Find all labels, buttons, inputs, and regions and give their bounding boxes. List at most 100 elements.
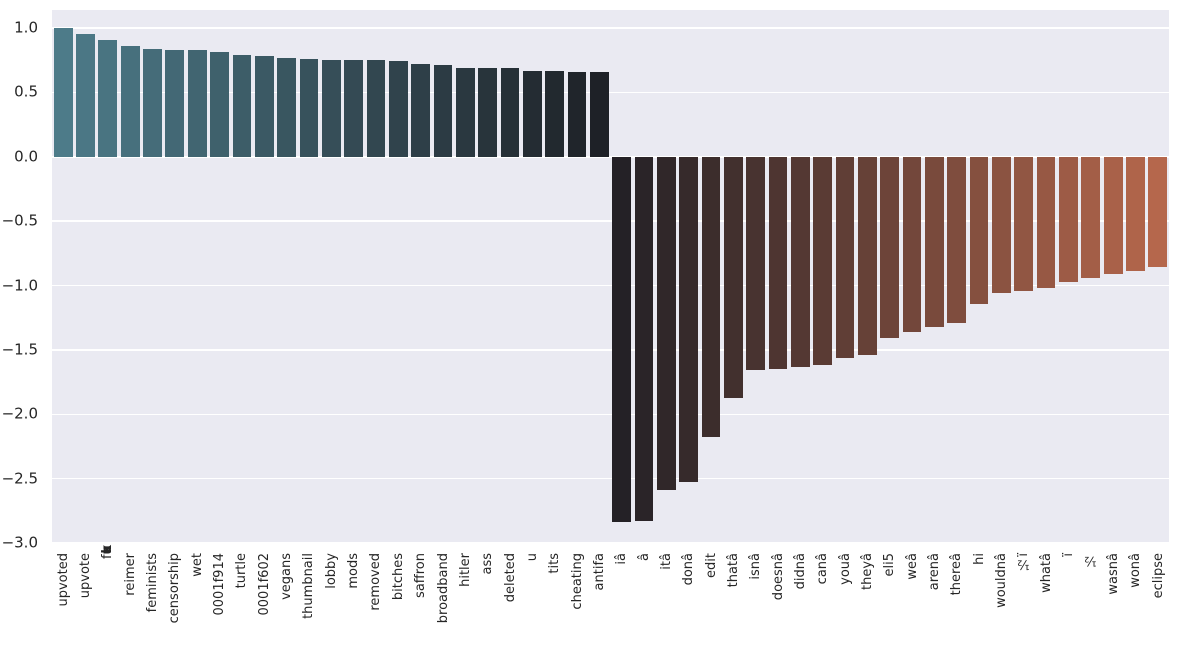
bar-canâ (813, 156, 833, 366)
x-axis-tick-label: 0001f602 (256, 553, 272, 616)
bar-wonâ (1126, 156, 1145, 272)
bar-wouldnâ (992, 156, 1011, 294)
x-axis-tick-cell: 0001f914 (208, 549, 230, 645)
gridline-y--3 (52, 542, 1169, 544)
x-axis-tick-label: broadband (435, 553, 451, 624)
bar-turtle (232, 55, 252, 157)
gridline-y--2.5 (52, 477, 1169, 480)
bar-youâ (835, 156, 855, 358)
x-axis-tick-label: weâ (904, 553, 920, 580)
x-axis-tick-label: ½ (1083, 553, 1099, 568)
x-axis-tick-cell: ½ (1080, 549, 1102, 645)
x-axis-tick-label: 0001f914 (212, 553, 228, 616)
bar-vegans (277, 57, 296, 157)
y-axis-tick-label: −2.5 (1, 469, 38, 488)
x-axis-tick-cell: antifa (588, 549, 610, 645)
x-axis-tick-label: hitler (457, 553, 473, 587)
x-axis-tick-label: upvote (78, 553, 94, 599)
x-axis-tick-cell: reimer (119, 549, 141, 645)
x-axis-tick-cell: â (633, 549, 655, 645)
x-axis-tick-cell: weâ (901, 549, 923, 645)
bar-cheating (567, 71, 587, 157)
x-axis-tick-cell: fuck (97, 549, 119, 645)
bar-broadband (433, 65, 453, 157)
x-axis-tick-label: canâ (815, 553, 831, 585)
x-axis-tick-cell: ass (477, 549, 499, 645)
bar-bitches (388, 61, 408, 157)
x-axis-tick-cell: donâ (678, 549, 700, 645)
x-axis-tick-label: removed (368, 553, 384, 611)
bar-hitler (455, 67, 475, 157)
x-axis-tick-label: doesnâ (770, 553, 786, 601)
gridline-y-0.5 (52, 91, 1169, 94)
x-axis-tick-label: saffron (413, 553, 429, 598)
x-axis-tick-label: didnâ (793, 553, 809, 590)
y-axis-tick-label: 0.5 (14, 82, 38, 101)
bar-fuck (98, 39, 118, 157)
bar-½ï (1014, 156, 1034, 291)
bar-arenâ (925, 156, 944, 327)
x-axis-tick-cell: eclipse (1147, 549, 1169, 645)
x-axis-tick-label: fuck (100, 553, 116, 560)
y-axis-tick-label: 1.0 (14, 18, 38, 37)
bar-â (634, 156, 654, 522)
bar-0001f914 (210, 52, 229, 157)
x-axis-tick-label: theyâ (860, 553, 876, 590)
x-axis-tick-label: donâ (681, 553, 697, 586)
x-axis-tick-cell: deleted (499, 549, 521, 645)
bar-mods (344, 60, 363, 157)
x-axis-tick-cell: feminists (141, 549, 163, 645)
x-axis-tick-label: censorship (167, 553, 183, 624)
bar-upvoted (53, 28, 73, 157)
x-axis-tick-label: wasnâ (1105, 553, 1121, 595)
gridline-y-1 (52, 27, 1169, 29)
x-axis-tick-label: thumbnail (301, 553, 317, 619)
x-axis-tick-label: whatâ (1038, 553, 1054, 593)
scribbled-text: uck (100, 553, 116, 555)
bar-wasnâ (1103, 156, 1123, 274)
x-axis-tick-label: antifa (591, 553, 607, 591)
bar-eli5 (880, 156, 900, 339)
bar-hi (969, 156, 989, 304)
x-axis-tick-cell: wouldnâ (990, 549, 1012, 645)
bar-upvote (76, 34, 95, 157)
x-axis-tick-label: itâ (658, 553, 674, 570)
bar-reimer (120, 46, 140, 157)
x-axis-tick-cell: removed (365, 549, 387, 645)
x-axis-tick-label: wouldnâ (994, 553, 1010, 608)
x-axis-tick-label: cheating (569, 553, 585, 610)
x-axis-tick-cell: theyâ (856, 549, 878, 645)
bar-iâ (612, 156, 632, 523)
x-axis-tick-cell: thereâ (946, 549, 968, 645)
bar-eclipse (1148, 156, 1168, 268)
gridline-y--0.5 (52, 220, 1169, 222)
x-axis-tick-label: wonâ (1128, 553, 1144, 588)
bar-whatâ (1036, 156, 1056, 289)
x-axis-tick-label: bitches (390, 553, 406, 601)
y-axis-tick-label: −1.5 (1, 340, 38, 359)
bar-ass (478, 67, 497, 157)
x-axis-tick-label: thatâ (725, 553, 741, 588)
bar-u (522, 70, 542, 157)
x-axis-tick-label: youâ (837, 553, 853, 585)
x-axis-tick-cell: u (521, 549, 543, 645)
x-axis-tick-cell: cheating (566, 549, 588, 645)
x-axis-tick-cell: hitler (454, 549, 476, 645)
x-axis-tick-cell: turtle (231, 549, 253, 645)
bar-ï (1059, 156, 1078, 282)
gridline-y--1.5 (52, 349, 1169, 351)
x-axis-tick-cell: arenâ (923, 549, 945, 645)
x-axis-tick-cell: upvote (74, 549, 96, 645)
bar-deleted (500, 67, 520, 157)
bar-½ (1081, 156, 1101, 278)
bar-antifa (589, 71, 609, 157)
x-axis-tick-label: arenâ (927, 553, 943, 591)
x-axis-tick-cell: wonâ (1125, 549, 1147, 645)
y-axis-tick-label: −0.5 (1, 211, 38, 230)
x-axis-tick-cell: mods (342, 549, 364, 645)
x-axis-tick-label: vegans (279, 553, 295, 600)
x-axis-tick-cell: ï (1057, 549, 1079, 645)
x-axis-tick-cell: didnâ (789, 549, 811, 645)
x-axis-tick-label: thereâ (949, 553, 965, 596)
y-axis-tick-label: −3.0 (1, 533, 38, 552)
